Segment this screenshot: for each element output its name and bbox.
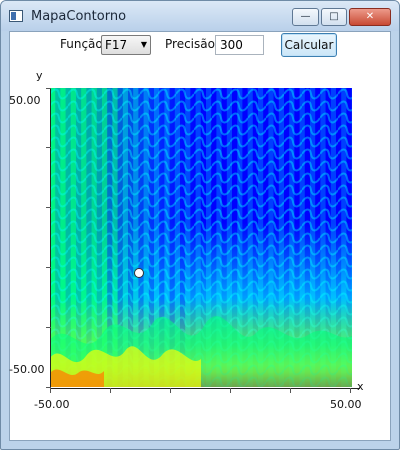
x-tick-right xyxy=(350,388,351,393)
maximize-button[interactable]: □ xyxy=(321,8,347,26)
function-select-value: F17 xyxy=(105,38,128,52)
y-tick-top xyxy=(46,88,51,89)
contour-map-svg xyxy=(50,88,352,387)
title-bar[interactable]: MapaContorno — □ ✕ xyxy=(1,1,399,31)
x-tick xyxy=(170,388,171,393)
contour-map-area[interactable] xyxy=(50,88,352,387)
window-title: MapaContorno xyxy=(31,9,127,24)
y-tick xyxy=(46,327,51,328)
window-app-icon xyxy=(9,10,23,22)
y-tick xyxy=(46,267,51,268)
y-axis-label: y xyxy=(36,69,43,82)
x-min-label: -50.00 xyxy=(34,398,70,411)
y-min-label: -50.00 xyxy=(9,363,45,376)
contour-map-frame[interactable] xyxy=(43,88,353,388)
x-axis-label: x xyxy=(357,380,364,393)
precision-input[interactable]: 300 xyxy=(215,35,264,55)
window-bottom-border xyxy=(9,441,391,449)
x-tick xyxy=(290,388,291,393)
y-axis-line xyxy=(50,88,51,388)
y-max-label: 50.00 xyxy=(9,94,41,107)
function-label: Função xyxy=(60,37,103,51)
precision-label: Precisão xyxy=(165,37,215,51)
function-select[interactable]: F17 ▼ xyxy=(101,35,151,55)
x-tick xyxy=(110,388,111,393)
selected-point-marker[interactable] xyxy=(134,268,144,278)
minimize-button[interactable]: — xyxy=(292,8,319,26)
x-max-label: 50.00 xyxy=(330,398,362,411)
chevron-down-icon: ▼ xyxy=(140,40,147,49)
y-tick xyxy=(46,207,51,208)
client-area: Função F17 ▼ Precisão 300 Calcular y 50.… xyxy=(9,31,391,441)
close-button[interactable]: ✕ xyxy=(349,8,391,26)
calculate-button[interactable]: Calcular xyxy=(281,33,337,57)
y-tick xyxy=(46,147,51,148)
x-tick xyxy=(230,388,231,393)
x-axis-line xyxy=(50,388,360,389)
x-tick-left xyxy=(50,388,51,393)
y-tick-bottom xyxy=(46,387,51,388)
